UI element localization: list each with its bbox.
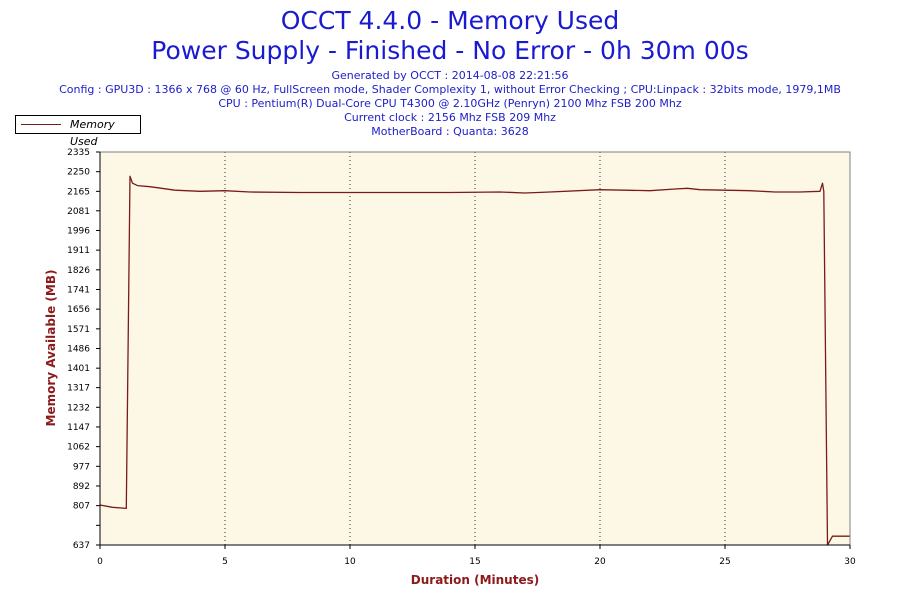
clock-line: Current clock : 2156 Mhz FSB 209 Mhz [344,111,556,124]
y-tick-label: 1401 [67,364,90,374]
y-tick-label: 1826 [67,266,90,276]
config-line: Config : GPU3D : 1366 x 768 @ 60 Hz, Ful… [59,83,841,96]
series-layer [99,175,850,546]
x-tick-label: 10 [344,557,356,567]
y-tick-label: 1741 [67,285,90,295]
x-axis-title: Duration (Minutes) [411,573,539,587]
cpu-line: CPU : Pentium(R) Dual-Core CPU T4300 @ 2… [218,97,682,110]
x-tick-label: 20 [594,557,606,567]
x-axis-ticks: 0 5 10 15 20 25 30 [97,545,856,567]
series-line-memory-used [99,175,850,546]
grid [224,152,726,545]
y-tick-label: 892 [73,482,90,492]
x-tick-label: 25 [719,557,730,567]
x-tick-label: 0 [97,557,103,567]
y-tick-label: 977 [73,462,90,472]
y-tick-label: 1147 [67,423,90,433]
y-tick-label: 1232 [67,403,90,413]
y-tick-label: 1317 [67,384,90,394]
y-tick-label: 1486 [67,345,90,355]
y-tick-label: 1571 [67,325,90,335]
y-tick-label: 637 [73,541,90,551]
y-tick-label: 2081 [67,207,90,217]
y-tick-label: 1062 [67,443,90,453]
legend: Memory Used [15,115,141,148]
legend-label: Memory Used [70,118,115,148]
y-tick-label: 2250 [67,168,90,178]
y-tick-label: 807 [73,502,90,512]
x-tick-label: 15 [469,557,480,567]
y-axis-ticks: 637 807 892 977 1062 1147 1232 1317 1401 1486 1571… [67,148,100,551]
x-tick-label: 30 [844,557,856,567]
y-tick-label: 2165 [67,187,90,197]
x-tick-label: 5 [222,557,228,567]
y-axis-title: Memory Available (MB) [44,270,58,427]
generated-line: Generated by OCCT : 2014-08-08 22:21:56 [331,69,569,82]
chart-title: OCCT 4.4.0 - Memory Used [280,6,620,35]
legend-swatch [21,124,61,125]
motherboard-line: MotherBoard : Quanta: 3628 [371,125,529,138]
y-tick-label: 1996 [67,226,90,236]
y-tick-label: 1911 [67,246,90,256]
y-tick-label: 2335 [67,148,90,158]
y-tick-label: 1656 [67,305,90,315]
chart-subtitle: Power Supply - Finished - No Error - 0h … [151,36,749,65]
